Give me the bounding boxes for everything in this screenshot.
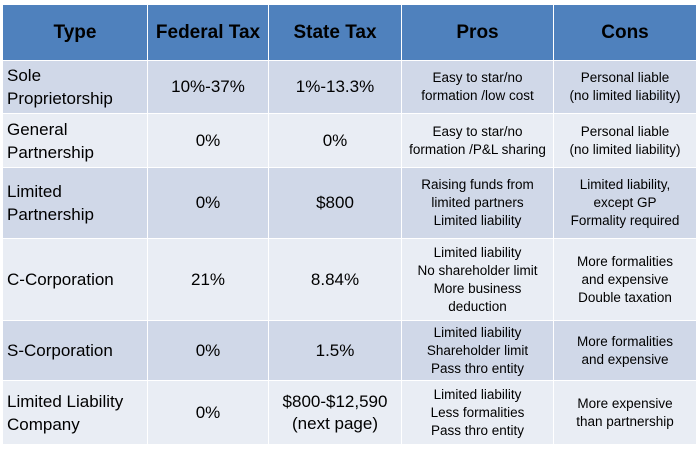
- header-type: Type: [2, 4, 148, 61]
- entity-type-cell: C-Corporation: [2, 238, 148, 321]
- entity-type-cell: General Partnership: [2, 113, 148, 168]
- entity-type-cell-line: Company: [7, 414, 80, 434]
- pros-cell-line: Pass thro entity: [430, 360, 525, 376]
- state-tax-cell-line: 1%-13.3%: [295, 77, 375, 96]
- federal-tax-cell: 0%: [147, 380, 269, 445]
- cons-cell: Personal liable (no limited liability): [553, 113, 697, 168]
- header-cons: Cons: [553, 4, 697, 61]
- header-state-tax: State Tax: [268, 4, 402, 61]
- pros-cell-line: Limited liability: [433, 244, 522, 260]
- cons-cell-line: More expensive: [577, 395, 673, 411]
- cons-cell-line: More formalities: [576, 333, 674, 349]
- state-tax-cell: $800: [268, 167, 402, 239]
- cons-cell-line: (no limited liability): [569, 141, 681, 157]
- state-tax-cell: 8.84%: [268, 238, 402, 321]
- entity-type-cell: Limited Partnership: [2, 167, 148, 239]
- pros-cell-line: No shareholder limit: [417, 262, 538, 278]
- cons-cell: More formalities and expensive Double taxa…: [553, 238, 697, 321]
- cons-cell: More formalities and expensive: [553, 320, 697, 381]
- federal-tax-cell: 0%: [147, 167, 269, 239]
- cons-cell-line: and expensive: [581, 271, 669, 287]
- pros-cell-line: Limited liability: [433, 386, 522, 402]
- header-pros: Pros: [401, 4, 554, 61]
- entity-type-cell: Limited Liability Company: [2, 380, 148, 445]
- pros-cell-line: Shareholder limit: [426, 342, 529, 358]
- cons-cell-line: (no limited liability): [569, 88, 681, 103]
- table-row: General Partnership 0% 0% Easy to star/no for…: [2, 113, 697, 168]
- cons-cell-line: More formalities: [576, 253, 674, 269]
- cons-cell-line: except GP: [593, 195, 657, 210]
- federal-tax-cell: 0%: [147, 320, 269, 381]
- state-tax-cell: 1%-13.3%: [268, 60, 402, 114]
- table-row: S-Corporation 0% 1.5% Limited liability Shar…: [2, 320, 697, 381]
- entity-type-cell-line: Partnership: [7, 142, 94, 162]
- state-tax-cell-line: $800-$12,590: [282, 391, 388, 411]
- cons-cell-line: than partnership: [576, 413, 674, 429]
- pros-cell-line: Easy to star/no: [432, 123, 523, 139]
- cons-cell: Personal liable (no limited liability): [553, 60, 697, 114]
- state-tax-cell-line: 8.84%: [310, 269, 360, 289]
- federal-tax-cell: 10%-37%: [147, 60, 269, 114]
- table-row: Sole Proprietorship 10%-37% 1%-13.3% Easy to…: [2, 60, 697, 114]
- state-tax-cell: 0%: [268, 113, 402, 168]
- state-tax-cell: $800-$12,590 (next page): [268, 380, 402, 445]
- cons-cell-line: Personal liable: [580, 70, 670, 85]
- cons-cell-line: Limited liability,: [579, 177, 671, 192]
- entity-type-cell-line: Partnership: [7, 205, 94, 224]
- pros-cell-line: formation /P&L sharing: [409, 141, 546, 157]
- entity-type-cell-line: General: [7, 119, 68, 139]
- pros-cell: Raising funds from limited partners Limite…: [401, 167, 554, 239]
- entity-type-cell-line: C-Corporation: [7, 270, 114, 289]
- entity-type-cell-line: S-Corporation: [7, 341, 113, 360]
- entity-type-cell: Sole Proprietorship: [2, 60, 148, 114]
- pros-cell-line: Limited liability: [433, 213, 522, 228]
- pros-cell: Limited liability No shareholder limit Mor…: [401, 238, 554, 321]
- pros-cell: Limited liability Shareholder limit Pass t…: [401, 320, 554, 381]
- comparison-table: Type Federal Tax State Tax Pros Cons Sol…: [2, 4, 697, 445]
- pros-cell-line: Less formalities: [430, 404, 525, 420]
- entity-type-cell-line: Limited: [7, 182, 62, 201]
- pros-cell-line: Raising funds from: [421, 177, 534, 192]
- pros-cell-line: Easy to star/no: [432, 70, 523, 85]
- federal-tax-cell: 21%: [147, 238, 269, 321]
- table-row: C-Corporation 21% 8.84% Limited liability No…: [2, 238, 697, 321]
- pros-cell-line: Pass thro entity: [430, 422, 525, 438]
- state-tax-cell-line: $800: [316, 193, 354, 212]
- cons-cell-line: Formality required: [570, 213, 680, 228]
- pros-cell-line: More business: [433, 280, 522, 296]
- table-row: Limited Partnership 0% $800 Raising funds fr…: [2, 167, 697, 239]
- state-tax-cell-line: 1.5%: [315, 340, 355, 360]
- entity-type-cell-line: Limited Liability: [7, 391, 124, 411]
- entity-type-cell-line: Proprietorship: [7, 89, 113, 108]
- cons-cell: Limited liability, except GP Formality req…: [553, 167, 697, 239]
- state-tax-cell-line: (next page): [292, 413, 378, 433]
- pros-cell: Limited liability Less formalities Pass th…: [401, 380, 554, 445]
- entity-type-cell-line: Sole: [7, 66, 42, 85]
- cons-cell-line: and expensive: [581, 351, 669, 367]
- table-row: Limited Liability Company 0% $800-$12,590 (n…: [2, 380, 697, 445]
- state-tax-cell: 1.5%: [268, 320, 402, 381]
- cons-cell-line: Double taxation: [578, 289, 672, 305]
- header-federal-tax: Federal Tax: [147, 4, 269, 61]
- federal-tax-cell: 0%: [147, 113, 269, 168]
- entity-type-cell: S-Corporation: [2, 320, 148, 381]
- cons-cell-line: Personal liable: [580, 123, 670, 139]
- pros-cell-line: limited partners: [431, 195, 524, 210]
- pros-cell-line: Limited liability: [433, 324, 522, 340]
- pros-cell: Easy to star/no formation /low cost: [401, 60, 554, 114]
- state-tax-cell-line: 0%: [322, 130, 348, 150]
- cons-cell: More expensive than partnership: [553, 380, 697, 445]
- pros-cell-line: formation /low cost: [421, 88, 534, 103]
- pros-cell-line: deduction: [448, 298, 507, 314]
- pros-cell: Easy to star/no formation /P&L sharing: [401, 113, 554, 168]
- header-row: Type Federal Tax State Tax Pros Cons: [2, 4, 697, 61]
